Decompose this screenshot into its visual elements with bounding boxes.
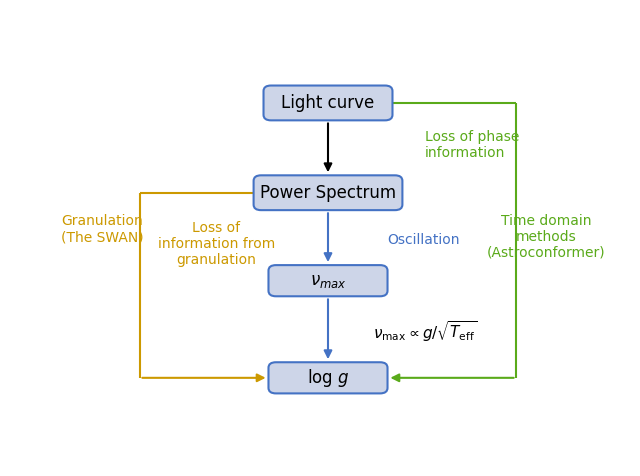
Text: log $g$: log $g$ <box>307 367 349 389</box>
FancyBboxPatch shape <box>269 265 388 296</box>
Text: Granulation
(The SWAN): Granulation (The SWAN) <box>61 214 143 245</box>
Text: $\nu_{max}$: $\nu_{max}$ <box>310 272 346 290</box>
Text: $\nu_{\rm max} \propto g/\sqrt{T_{\rm eff}}$: $\nu_{\rm max} \propto g/\sqrt{T_{\rm ef… <box>372 320 477 344</box>
Text: Power Spectrum: Power Spectrum <box>260 184 396 202</box>
FancyBboxPatch shape <box>253 175 403 210</box>
Text: Loss of
information from
granulation: Loss of information from granulation <box>158 221 275 267</box>
Text: Loss of phase
information: Loss of phase information <box>425 130 519 160</box>
FancyBboxPatch shape <box>269 362 388 393</box>
Text: Oscillation: Oscillation <box>388 233 460 248</box>
Text: Time domain
methods
(Astroconformer): Time domain methods (Astroconformer) <box>487 214 605 260</box>
FancyBboxPatch shape <box>264 86 392 120</box>
Text: Light curve: Light curve <box>282 94 374 112</box>
